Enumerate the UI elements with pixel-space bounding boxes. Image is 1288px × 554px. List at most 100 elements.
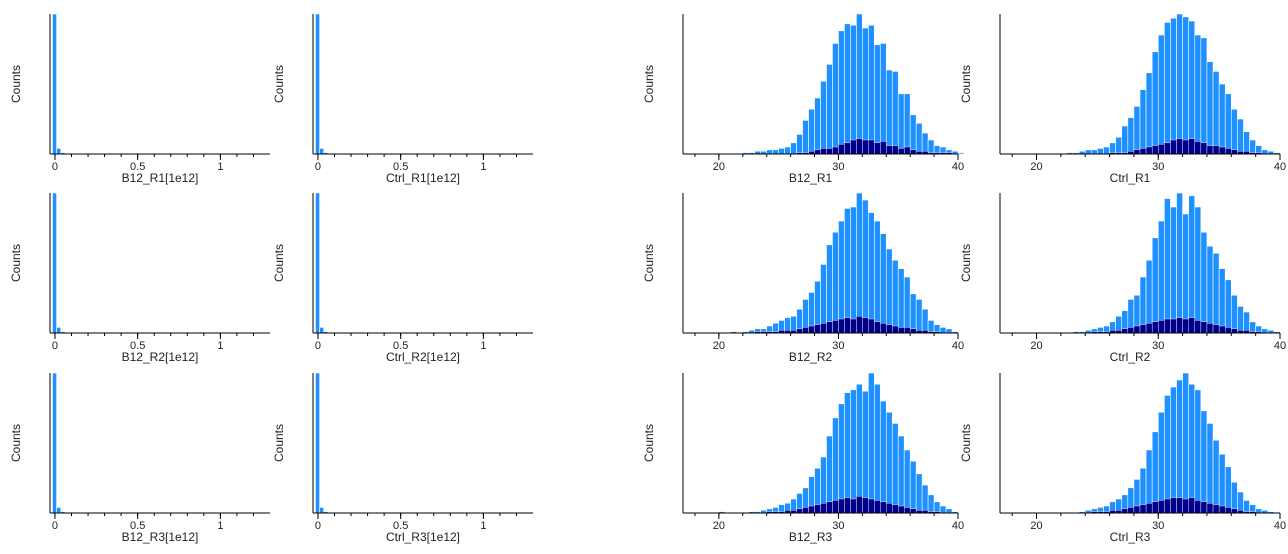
bar-all bbox=[1127, 117, 1135, 155]
bar-gated bbox=[1200, 321, 1208, 334]
bar-all bbox=[874, 383, 881, 514]
bar-gated bbox=[796, 328, 803, 334]
bar-gated bbox=[903, 146, 911, 155]
bar-all bbox=[319, 507, 325, 514]
bar-all bbox=[844, 208, 851, 334]
bar-gated bbox=[892, 325, 899, 334]
bar-gated bbox=[1158, 320, 1165, 334]
bar-all bbox=[850, 24, 857, 155]
bar-all bbox=[1231, 294, 1238, 334]
bar-all bbox=[832, 417, 839, 514]
bar-all bbox=[1170, 206, 1177, 334]
bar-gated bbox=[1206, 503, 1214, 514]
bar-all bbox=[1151, 51, 1159, 155]
bar-gated bbox=[1127, 507, 1135, 514]
bar-gated bbox=[826, 501, 833, 514]
bar-gated bbox=[1133, 325, 1141, 334]
bar-all bbox=[1212, 252, 1220, 334]
bar-gated bbox=[1121, 328, 1129, 334]
x-axis-label: Ctrl_R3[1e12] bbox=[386, 530, 460, 544]
bar-gated bbox=[1139, 148, 1147, 155]
bar-all bbox=[1176, 379, 1183, 514]
bar-all bbox=[921, 308, 929, 334]
bar-all bbox=[315, 372, 320, 514]
bar-all bbox=[784, 146, 791, 155]
bar-gated bbox=[1218, 325, 1226, 334]
x-axis-label: B12_R2 bbox=[789, 350, 833, 364]
x-tick-label: 0 bbox=[315, 161, 321, 173]
histogram-panel-lin_B12_R3: 0 0.5 1 B12_R3[1e12] Counts bbox=[9, 372, 270, 544]
bar-all bbox=[1188, 383, 1196, 514]
x-axis-label: B12_R3[1e12] bbox=[122, 530, 199, 544]
bar-gated bbox=[802, 507, 809, 514]
bar-all bbox=[862, 390, 869, 514]
bar-gated bbox=[874, 321, 881, 334]
x-tick-label: 0 bbox=[315, 520, 321, 532]
bar-all bbox=[1218, 453, 1226, 514]
bar-all bbox=[1231, 481, 1238, 514]
bar-gated bbox=[1170, 497, 1177, 514]
bar-all bbox=[1249, 321, 1256, 334]
bar-gated bbox=[1231, 328, 1238, 334]
bar-gated bbox=[1225, 148, 1232, 155]
bar-all bbox=[1139, 89, 1147, 155]
x-tick-label: 0.5 bbox=[130, 520, 145, 532]
bar-all bbox=[1194, 34, 1202, 155]
bar-gated bbox=[1188, 317, 1195, 334]
bar-gated bbox=[1200, 501, 1208, 514]
bar-gated bbox=[886, 503, 893, 514]
bar-gated bbox=[844, 317, 851, 334]
bar-all bbox=[933, 501, 941, 514]
y-axis-label: Counts bbox=[642, 244, 656, 282]
y-axis-label: Counts bbox=[959, 424, 973, 462]
bar-all bbox=[319, 148, 325, 155]
bar-gated bbox=[1212, 145, 1220, 155]
bar-gated bbox=[909, 149, 917, 155]
bar-all bbox=[945, 328, 953, 334]
x-tick-label: 1 bbox=[480, 340, 486, 352]
bar-all bbox=[826, 64, 833, 155]
bar-all bbox=[1224, 466, 1232, 514]
bar-all bbox=[319, 327, 325, 334]
bar-all bbox=[1218, 268, 1226, 334]
bar-all bbox=[1194, 206, 1202, 334]
bar-all bbox=[885, 248, 893, 334]
bar-gated bbox=[856, 496, 863, 514]
bar-gated bbox=[826, 321, 833, 334]
bar-gated bbox=[903, 507, 911, 514]
bar-all bbox=[1103, 146, 1110, 155]
bar-gated bbox=[1158, 500, 1165, 514]
bar-all bbox=[808, 108, 815, 155]
x-axis-label: B12_R2[1e12] bbox=[122, 350, 199, 364]
x-tick-label: 40 bbox=[1274, 340, 1286, 352]
bar-gated bbox=[880, 141, 887, 155]
bar-all bbox=[957, 152, 965, 155]
bar-all bbox=[838, 403, 845, 514]
bar-gated bbox=[1231, 508, 1238, 514]
bar-all bbox=[1231, 108, 1238, 155]
bar-gated bbox=[892, 504, 899, 514]
bar-gated bbox=[898, 148, 905, 155]
bar-gated bbox=[1133, 149, 1141, 155]
bar-gated bbox=[1194, 500, 1202, 514]
bar-all bbox=[879, 400, 887, 514]
x-tick-label: 0 bbox=[52, 161, 58, 173]
bar-all bbox=[820, 80, 827, 155]
histogram-panel-log_B12_R3: 20 30 40 B12_R3 Counts bbox=[642, 372, 964, 544]
bar-all bbox=[1206, 423, 1214, 514]
bar-gated bbox=[802, 327, 809, 334]
bar-gated bbox=[1182, 139, 1189, 155]
histogram-panel-log_Ctrl_R1: 20 30 40 Ctrl_R1 Counts bbox=[959, 13, 1286, 185]
bar-gated bbox=[880, 501, 887, 514]
bar-gated bbox=[820, 503, 827, 514]
bar-all bbox=[1164, 198, 1171, 334]
bar-all bbox=[1237, 306, 1244, 334]
bar-gated bbox=[862, 139, 869, 155]
x-tick-label: 0.5 bbox=[393, 520, 408, 532]
bar-all bbox=[1212, 439, 1220, 514]
x-axis-label: B12_R1 bbox=[789, 171, 833, 185]
bar-all bbox=[915, 299, 923, 334]
x-tick-label: 30 bbox=[1152, 340, 1164, 352]
x-axis-label: Ctrl_R3 bbox=[1110, 530, 1151, 544]
x-tick-label: 0.5 bbox=[393, 161, 408, 173]
